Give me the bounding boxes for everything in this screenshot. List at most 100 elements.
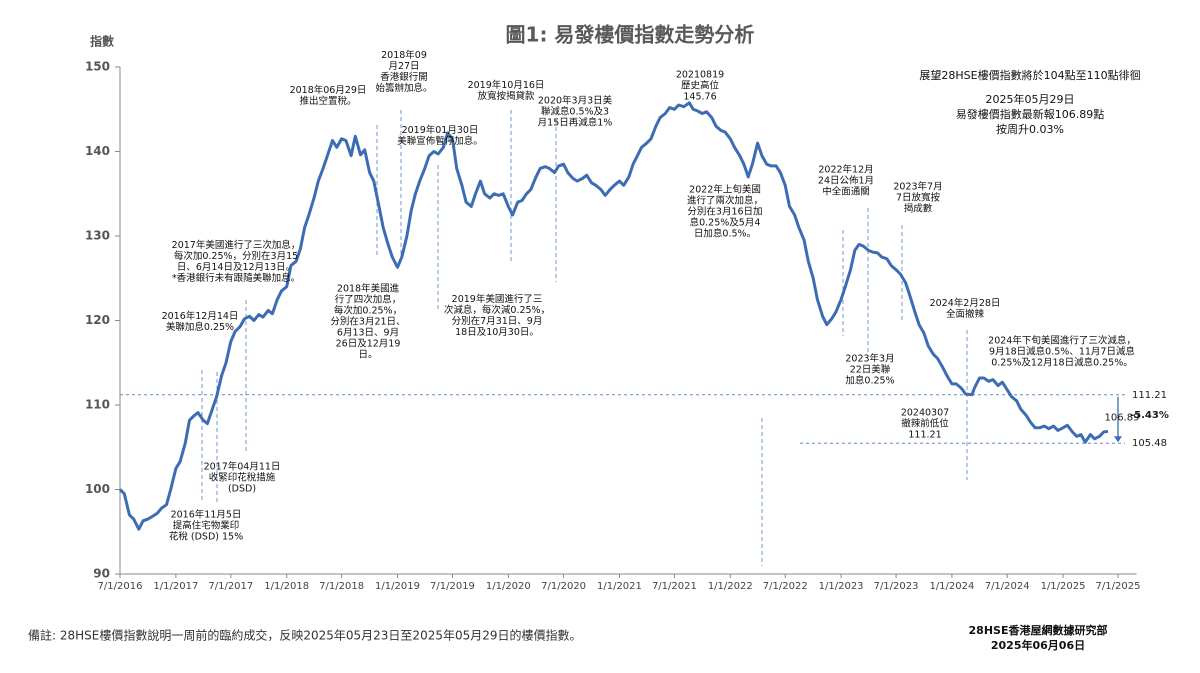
annotation: 24日公佈1月: [818, 175, 874, 187]
annotation: 全面撤辣: [946, 308, 985, 320]
x-tick-label: 1/1/2020: [486, 581, 531, 592]
x-tick-label: 1/1/2017: [153, 581, 198, 592]
annotation: 收緊印花稅措施: [209, 472, 276, 484]
annotation: 日、6月14日及12月13日。: [177, 262, 295, 273]
y-tick-label: 100: [85, 482, 110, 496]
outlook-note: 按周升0.03%: [996, 122, 1064, 136]
annotation: 2016年11月5日: [171, 509, 242, 521]
x-tick-label: 1/1/2025: [1041, 581, 1086, 592]
annotation: 揭成數: [904, 203, 933, 215]
outlook-note: 2025年05月29日: [986, 92, 1075, 106]
x-tick-label: 7/1/2016: [98, 581, 143, 592]
y-tick-label: 150: [85, 60, 110, 74]
annotation: 日加息0.5%。: [694, 228, 756, 240]
annotation: 月27日: [388, 61, 419, 72]
annotation: 推出空置稅。: [299, 95, 356, 107]
annotation: 放寬按揭貸款: [477, 90, 535, 102]
x-tick-label: 7/1/2020: [541, 581, 586, 592]
annotation: 聯減息0.5%及3: [541, 106, 609, 118]
y-tick-label: 140: [85, 144, 110, 158]
annotation: 美聯加息0.25%: [166, 321, 234, 333]
annotation: 0.25%及12月18日減息0.25%。: [991, 357, 1133, 369]
x-tick-label: 7/1/2019: [430, 581, 475, 592]
x-tick-label: 7/1/2021: [652, 581, 697, 592]
annotation: 分別在3月21日、: [330, 316, 405, 328]
annotation: 香港銀行開: [380, 71, 428, 83]
annotation: 撤辣前低位: [901, 418, 949, 430]
x-tick-label: 1/1/2021: [597, 581, 642, 592]
annotation: 每次加0.25%，: [334, 305, 402, 317]
annotation: 加息0.25%: [845, 375, 894, 387]
chart-title: 圖1: 易發樓價指數走勢分析: [506, 23, 755, 47]
annotation: 2024年下旬美國進行了三次減息，: [988, 335, 1136, 347]
annotation: 2017年美國進行了三次加息，: [172, 239, 301, 251]
annotation: 行了四次加息，: [335, 294, 402, 306]
x-tick-label: 7/1/2018: [319, 581, 364, 592]
y-tick-label: 120: [85, 313, 110, 327]
annotation: 2023年7月: [893, 181, 942, 193]
outlook-note: 展望28HSE樓價指數將於104點至110點徘徊: [919, 68, 1140, 82]
index-line: [118, 101, 1109, 531]
y-axis-label: 指數: [90, 34, 114, 49]
annotation: 2024年2月28日: [930, 297, 1001, 309]
annotation: 每次加0.25%，分別在3月15: [174, 250, 298, 262]
x-tick-label: 1/1/2022: [708, 581, 753, 592]
annotation: 始籌辦加息。: [375, 82, 432, 94]
annotation: 提高住宅物業印: [173, 520, 240, 532]
annotation: 分別在3月16日加: [687, 206, 762, 218]
annotation: 日。: [358, 350, 377, 361]
annotation: 歷史高位: [681, 80, 720, 92]
x-tick-label: 7/1/2025: [1096, 581, 1141, 592]
annotation: 20240307: [901, 408, 949, 419]
annotation: 2019年10月16日: [468, 79, 545, 91]
annotation: 2019年01月30日: [402, 124, 479, 136]
annotation: 20210819: [676, 70, 724, 81]
source: 28HSE香港屋網數據研究部: [969, 623, 1108, 637]
x-tick-label: 1/1/2018: [264, 581, 309, 592]
annotation: 6月13日、9月: [337, 328, 399, 339]
x-tick-label: 7/1/2023: [874, 581, 919, 592]
annotation: 22日美聯: [850, 364, 891, 376]
annotation: 分別在7月31日、9月: [452, 315, 543, 327]
annotation: (DSD): [228, 484, 256, 495]
y-tick-label: 130: [85, 229, 110, 243]
annotation: 2017年04月11日: [204, 461, 281, 473]
annotation: 2018年06月29日: [290, 84, 367, 96]
annotation: 2022年12月: [818, 164, 873, 176]
annotation: *香港銀行未有跟隨美聯加息。: [172, 272, 300, 284]
arrow-head: [1114, 436, 1122, 443]
source-date: 2025年06月06日: [991, 638, 1085, 652]
x-tick-label: 7/1/2022: [763, 581, 808, 592]
last-value-label: 106.89: [1104, 412, 1139, 423]
annotation: 111.21: [908, 430, 941, 441]
annotation: 次減息，每次減0.25%，: [444, 304, 550, 316]
annotation: 花稅 (DSD) 15%: [169, 531, 243, 543]
annotation: 2020年3月3日美: [538, 95, 613, 107]
y-tick-label: 110: [85, 398, 110, 412]
reference-label: 105.48: [1132, 438, 1167, 449]
annotation: 2016年12月14日: [162, 310, 239, 322]
x-tick-label: 1/1/2023: [819, 581, 864, 592]
outlook-note: 易發樓價指數最新報106.89點: [956, 107, 1105, 121]
annotation: 進行了兩次加息，: [687, 195, 763, 207]
x-tick-label: 7/1/2017: [208, 581, 253, 592]
y-tick-label: 90: [93, 567, 110, 581]
annotation: 2022年上旬美國: [689, 184, 761, 196]
annotation: 145.76: [683, 92, 716, 103]
annotation: 7日放寬按: [896, 192, 941, 204]
annotation: 中全面通關: [822, 186, 870, 198]
reference-label: 111.21: [1132, 390, 1167, 401]
annotation: 美聯宣佈暫停加息。: [397, 135, 483, 147]
x-tick-label: 1/1/2024: [929, 581, 974, 592]
x-tick-label: 7/1/2024: [985, 581, 1030, 592]
annotation: 26日及12月19: [336, 339, 401, 350]
annotation: 2018年09: [381, 49, 427, 61]
annotation: 息0.25%及5月4: [690, 217, 761, 229]
annotation: 9月18日減息0.5%、11月7日減息: [989, 346, 1135, 358]
footnote: 備註: 28HSE樓價指數說明一周前的臨約成交，反映2025年05月23日至20…: [28, 628, 582, 643]
change-label: -5.43%: [1130, 410, 1169, 421]
annotation: 2023年3月: [845, 353, 894, 365]
annotation: 2018年美國進: [337, 283, 400, 295]
annotation: 18日及10月30日。: [455, 327, 539, 338]
